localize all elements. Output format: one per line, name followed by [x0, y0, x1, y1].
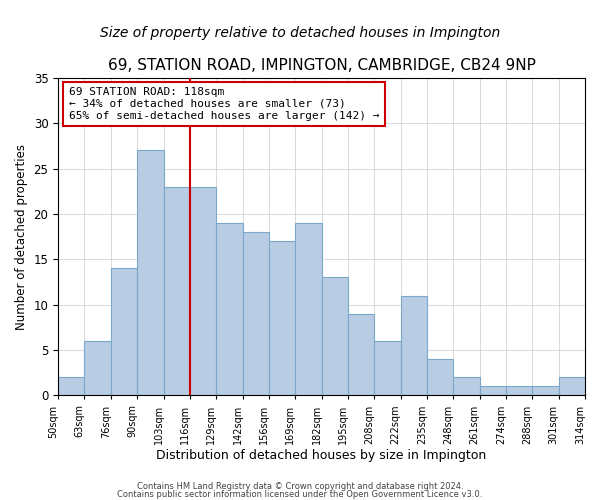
Bar	[295, 223, 322, 396]
Bar	[269, 241, 295, 396]
Bar	[374, 341, 401, 396]
Bar	[190, 186, 216, 396]
Bar	[216, 223, 242, 396]
Bar	[111, 268, 137, 396]
Bar	[506, 386, 532, 396]
X-axis label: Distribution of detached houses by size in Impington: Distribution of detached houses by size …	[157, 450, 487, 462]
Bar	[401, 296, 427, 396]
Text: 69 STATION ROAD: 118sqm
← 34% of detached houses are smaller (73)
65% of semi-de: 69 STATION ROAD: 118sqm ← 34% of detache…	[68, 88, 379, 120]
Bar	[453, 378, 479, 396]
Y-axis label: Number of detached properties: Number of detached properties	[15, 144, 28, 330]
Bar	[242, 232, 269, 396]
Bar	[427, 359, 453, 396]
Bar	[137, 150, 164, 396]
Text: Size of property relative to detached houses in Impington: Size of property relative to detached ho…	[100, 26, 500, 40]
Bar	[85, 341, 111, 396]
Bar	[58, 378, 85, 396]
Text: Contains public sector information licensed under the Open Government Licence v3: Contains public sector information licen…	[118, 490, 482, 499]
Bar	[559, 378, 585, 396]
Title: 69, STATION ROAD, IMPINGTON, CAMBRIDGE, CB24 9NP: 69, STATION ROAD, IMPINGTON, CAMBRIDGE, …	[107, 58, 536, 72]
Bar	[348, 314, 374, 396]
Bar	[479, 386, 506, 396]
Bar	[532, 386, 559, 396]
Bar	[322, 278, 348, 396]
Text: Contains HM Land Registry data © Crown copyright and database right 2024.: Contains HM Land Registry data © Crown c…	[137, 482, 463, 491]
Bar	[164, 186, 190, 396]
